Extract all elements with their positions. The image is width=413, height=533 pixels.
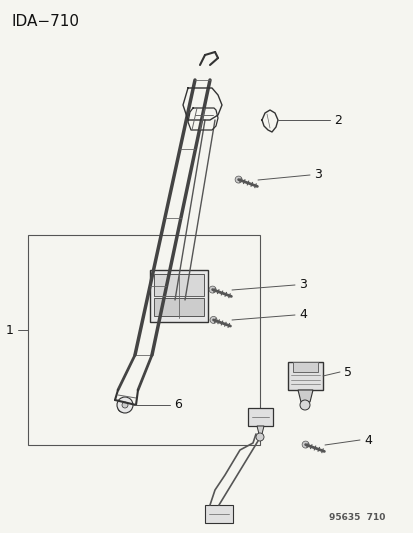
Circle shape (117, 397, 133, 413)
Text: 1: 1 (6, 324, 14, 336)
Text: 95635  710: 95635 710 (328, 513, 384, 522)
Text: 4: 4 (363, 433, 371, 447)
Polygon shape (292, 362, 317, 372)
Text: 6: 6 (173, 399, 181, 411)
Bar (150, 270, 207, 322)
Circle shape (209, 317, 216, 324)
Text: 3: 3 (313, 168, 321, 182)
Circle shape (255, 433, 263, 441)
Circle shape (118, 404, 126, 412)
Polygon shape (287, 362, 322, 390)
Text: 2: 2 (333, 114, 341, 126)
Bar (154, 274, 204, 296)
Text: 4: 4 (298, 309, 306, 321)
Bar (154, 298, 204, 316)
Bar (28, 235, 259, 445)
Text: IDA−710: IDA−710 (12, 14, 80, 29)
Circle shape (299, 400, 309, 410)
Text: 3: 3 (298, 279, 306, 292)
Circle shape (209, 286, 216, 293)
Circle shape (235, 176, 242, 183)
Polygon shape (247, 408, 272, 426)
Polygon shape (204, 505, 233, 523)
Circle shape (301, 441, 309, 448)
Polygon shape (297, 390, 312, 402)
Polygon shape (256, 426, 263, 434)
Text: 5: 5 (343, 366, 351, 378)
Circle shape (122, 402, 128, 408)
